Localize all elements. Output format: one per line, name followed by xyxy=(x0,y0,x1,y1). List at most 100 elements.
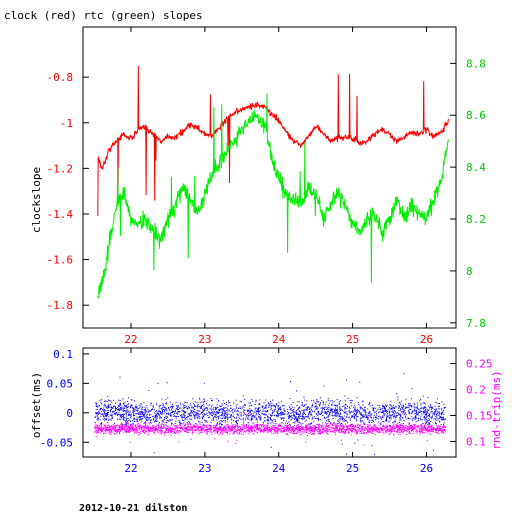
data-point xyxy=(376,418,378,420)
data-point xyxy=(163,405,165,407)
data-point xyxy=(223,429,225,431)
data-point xyxy=(441,417,443,418)
data-point xyxy=(420,431,422,433)
data-point xyxy=(373,428,375,430)
data-point xyxy=(118,399,120,401)
data-point xyxy=(288,416,290,418)
data-point xyxy=(119,416,121,418)
data-point xyxy=(134,431,136,433)
data-point xyxy=(127,420,129,422)
data-point xyxy=(213,430,215,432)
data-point xyxy=(100,423,102,425)
data-point xyxy=(294,432,296,434)
data-point xyxy=(438,413,440,415)
data-point xyxy=(319,430,321,432)
data-point xyxy=(226,426,228,428)
data-point xyxy=(134,430,136,432)
data-point xyxy=(124,427,126,429)
data-point xyxy=(251,415,253,417)
data-point xyxy=(258,428,260,430)
data-point xyxy=(243,412,245,413)
data-point xyxy=(376,416,378,418)
data-point xyxy=(335,413,337,415)
data-point xyxy=(234,427,236,428)
data-point xyxy=(383,428,385,430)
data-point xyxy=(280,428,282,430)
data-point xyxy=(318,431,320,432)
data-point xyxy=(117,413,119,415)
data-point xyxy=(392,415,394,417)
data-point xyxy=(209,431,211,433)
data-point xyxy=(388,421,390,423)
data-point xyxy=(399,428,401,430)
data-point xyxy=(202,409,203,411)
data-point xyxy=(297,420,298,422)
data-point xyxy=(370,414,372,416)
data-point xyxy=(174,415,176,417)
data-point xyxy=(143,422,145,424)
data-point xyxy=(222,400,224,402)
data-point xyxy=(207,431,209,432)
data-point xyxy=(436,408,438,410)
data-point xyxy=(247,409,248,411)
data-point xyxy=(399,427,401,428)
data-point xyxy=(341,439,342,441)
data-point xyxy=(362,404,364,406)
data-point xyxy=(435,409,437,411)
data-point xyxy=(328,411,330,412)
data-point xyxy=(245,431,247,433)
data-point xyxy=(421,413,423,415)
data-point xyxy=(274,426,276,428)
data-point xyxy=(105,417,107,419)
data-point xyxy=(428,423,430,425)
data-point xyxy=(179,425,181,427)
data-point xyxy=(270,414,272,416)
data-point xyxy=(381,425,383,427)
data-point xyxy=(269,428,270,430)
data-point xyxy=(301,403,303,405)
data-point xyxy=(160,427,162,429)
data-point xyxy=(220,427,222,429)
x-tick-label: 26 xyxy=(420,333,433,346)
data-point xyxy=(364,430,366,431)
data-point xyxy=(398,431,400,433)
data-point xyxy=(245,419,246,421)
data-point xyxy=(420,407,422,409)
data-point xyxy=(371,407,373,409)
data-point xyxy=(111,409,113,410)
data-point xyxy=(368,411,370,413)
data-point xyxy=(163,422,165,423)
data-point xyxy=(188,426,190,428)
data-point xyxy=(393,427,395,429)
data-point xyxy=(126,407,128,409)
data-point xyxy=(307,424,309,426)
data-point xyxy=(116,408,117,409)
data-point xyxy=(237,425,239,427)
data-point xyxy=(261,426,263,428)
data-point xyxy=(110,432,112,434)
data-point xyxy=(198,429,200,431)
data-point xyxy=(162,404,164,406)
data-point xyxy=(294,422,296,424)
data-point xyxy=(330,424,332,426)
data-point xyxy=(289,415,291,417)
data-point xyxy=(197,424,199,426)
data-point xyxy=(302,412,304,413)
data-point xyxy=(129,419,131,421)
data-point xyxy=(271,405,273,407)
data-point xyxy=(160,413,162,415)
data-point xyxy=(215,407,217,409)
data-point xyxy=(166,427,168,429)
data-point xyxy=(309,412,311,413)
data-point xyxy=(434,412,436,414)
data-point xyxy=(140,431,142,432)
data-point xyxy=(141,411,143,413)
data-point xyxy=(156,417,158,419)
data-point xyxy=(205,420,207,422)
data-point xyxy=(384,409,386,411)
data-point xyxy=(299,414,301,416)
data-point xyxy=(256,427,258,429)
data-point xyxy=(271,430,272,431)
data-point xyxy=(258,410,260,412)
data-point xyxy=(288,430,290,432)
